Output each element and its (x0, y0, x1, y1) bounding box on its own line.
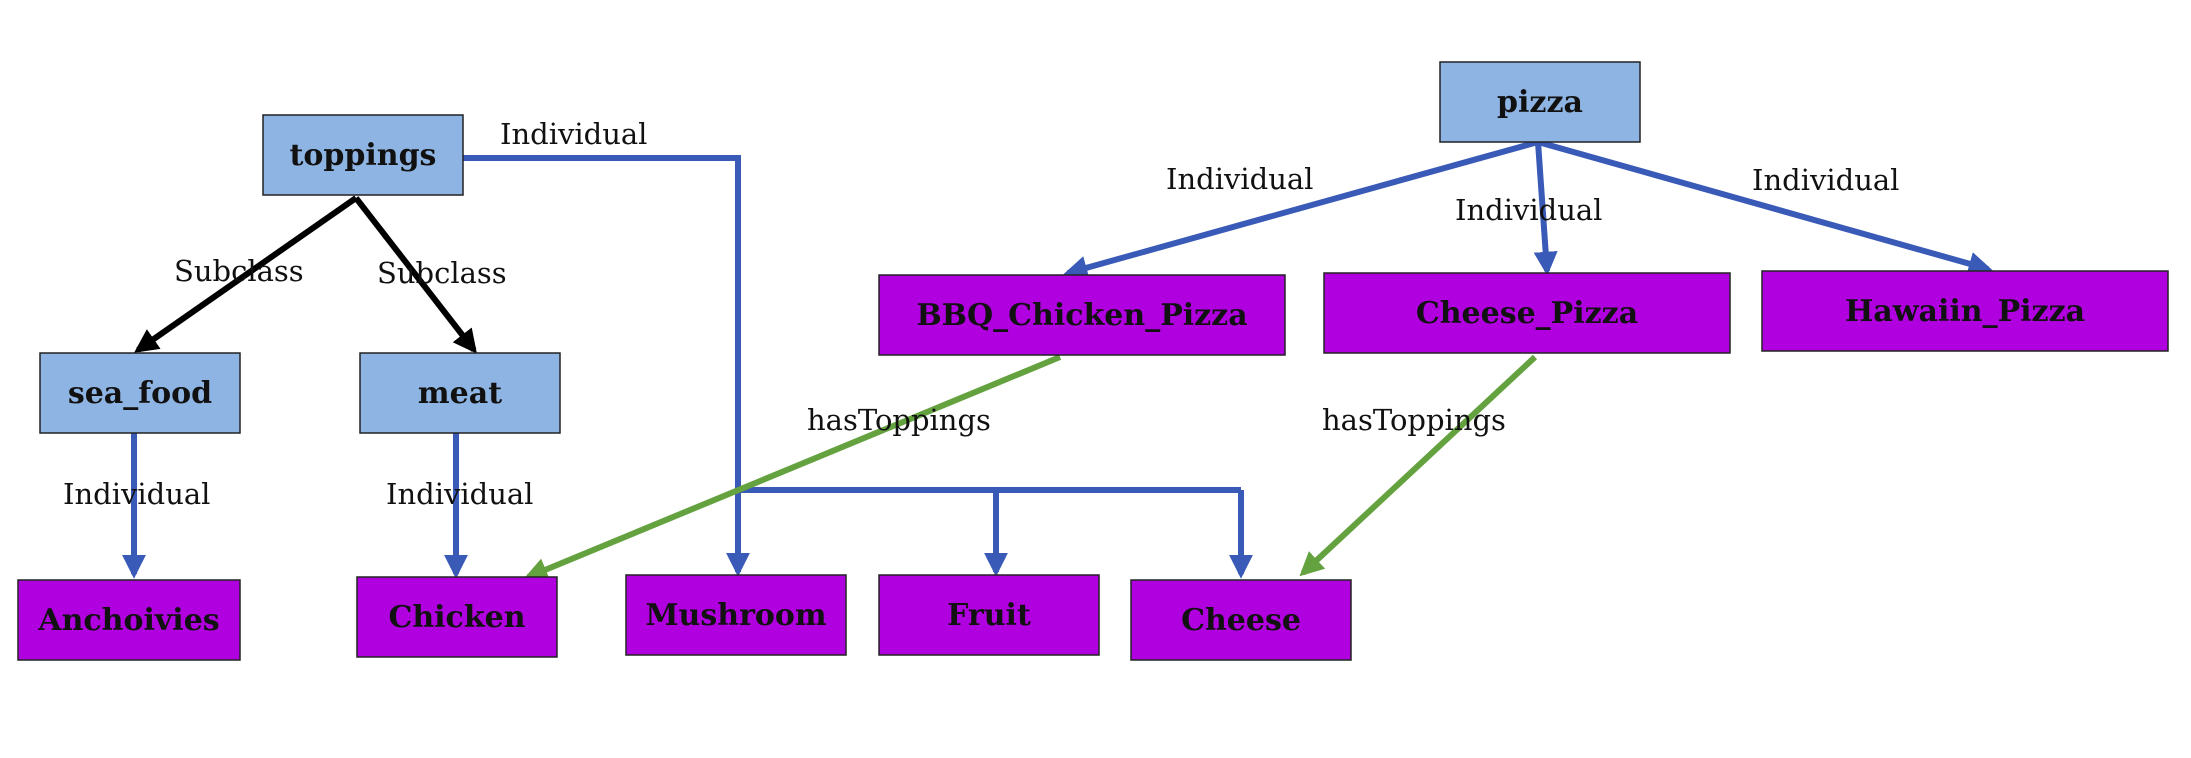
edge-pizza-bbq (1063, 139, 1539, 280)
edge-bbq-has-toppings-chicken (523, 354, 1062, 581)
node-label-cheese-pizza: Cheese_Pizza (1416, 296, 1638, 331)
node-cheese-pizza: Cheese_Pizza (1323, 272, 1731, 354)
edge-toppings-individual-route (463, 155, 1241, 493)
node-label-fruit: Fruit (947, 598, 1031, 633)
edge-label-sea-food-individual: Individual (63, 477, 210, 511)
edges (122, 139, 1993, 581)
node-label-pizza: pizza (1497, 85, 1583, 120)
node-label-toppings: toppings (290, 138, 437, 173)
edge-label-cheese-has-toppings: hasToppings (1322, 403, 1506, 437)
edge-label-meat-individual: Individual (386, 477, 533, 511)
node-fruit: Fruit (878, 574, 1100, 656)
node-anchoivies: Anchoivies (17, 579, 241, 661)
node-toppings: toppings (262, 114, 464, 196)
edge-label-pizza-individual-hawaiin: Individual (1752, 163, 1899, 197)
node-label-mushroom: Mushroom (645, 598, 827, 633)
node-pizza: pizza (1439, 61, 1641, 143)
node-label-hawaiin-pizza: Hawaiin_Pizza (1845, 294, 2085, 329)
node-label-sea-food: sea_food (68, 376, 212, 411)
edge-label-pizza-individual-bbq: Individual (1166, 162, 1313, 196)
edge-subclass-meat (353, 196, 477, 354)
edge-subclass-sea-food (134, 195, 358, 353)
node-sea-food: sea_food (39, 352, 241, 434)
edge-label-bbq-has-toppings: hasToppings (807, 403, 991, 437)
node-chicken: Chicken (356, 576, 558, 658)
node-mushroom: Mushroom (625, 574, 847, 656)
node-hawaiin-pizza: Hawaiin_Pizza (1761, 270, 2169, 352)
node-bbq-chicken-pizza: BBQ_Chicken_Pizza (878, 274, 1286, 356)
node-label-anchoivies: Anchoivies (37, 603, 219, 638)
edge-label-subclass-sea-food: Subclass (174, 254, 304, 288)
edge-label-subclass-meat: Subclass (377, 256, 507, 290)
node-label-cheese: Cheese (1181, 603, 1301, 638)
edge-pizza-cheese-pizza (1533, 141, 1558, 276)
node-label-chicken: Chicken (388, 600, 525, 635)
node-label-meat: meat (418, 376, 502, 411)
node-cheese: Cheese (1130, 579, 1352, 661)
edge-label-pizza-individual-cheese: Individual (1455, 193, 1602, 227)
edge-pizza-hawaiin (1537, 139, 1993, 276)
edge-label-toppings-individual: Individual (500, 117, 647, 151)
node-meat: meat (359, 352, 561, 434)
edge-cheese-pizza-has-toppings-cheese (1299, 354, 1538, 577)
node-label-bbq-chicken-pizza: BBQ_Chicken_Pizza (916, 298, 1247, 333)
edge-labels: Individual Subclass Subclass Individual … (63, 117, 1899, 511)
